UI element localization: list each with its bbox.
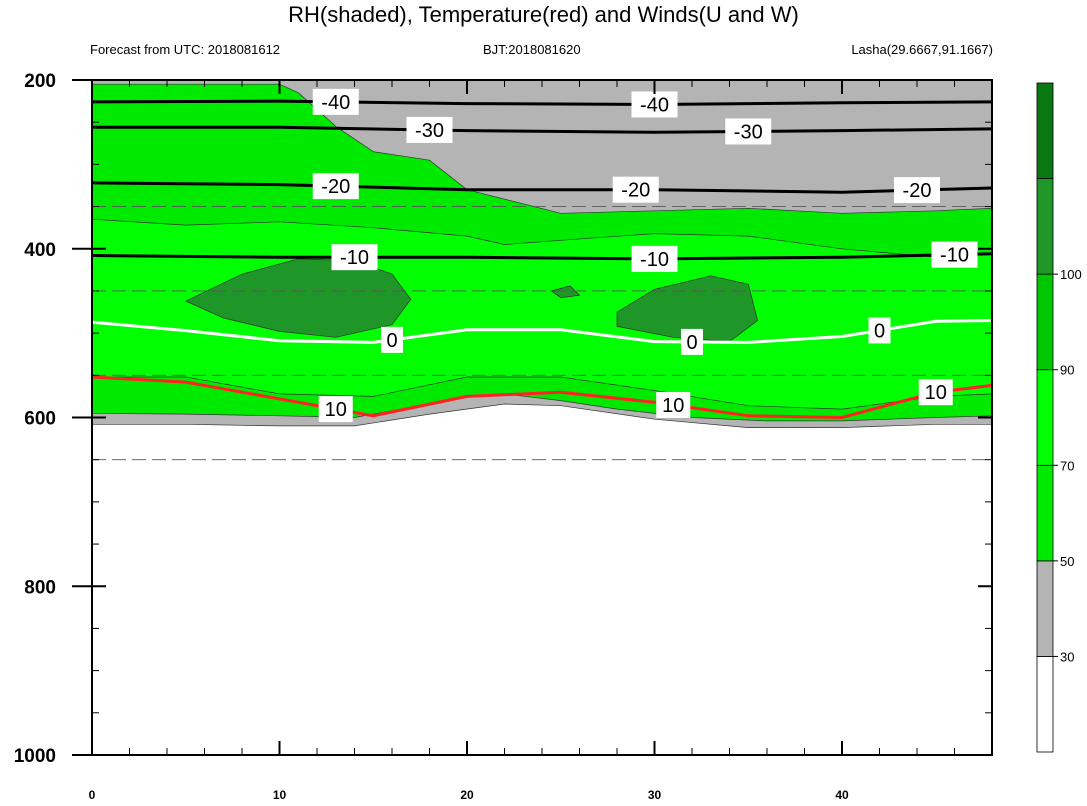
isotherm-label-box: [868, 317, 891, 344]
isotherm-label: -10: [340, 247, 369, 269]
isotherm-label-box: [656, 392, 691, 419]
isotherm-label-box: [381, 326, 403, 353]
x-tick-label: 40: [835, 788, 849, 802]
isotherm-label-box: [918, 379, 953, 406]
colorbar-label: 90: [1060, 363, 1074, 378]
isotherm-label: -30: [415, 120, 444, 142]
isotherm-label: 10: [925, 382, 947, 404]
isotherm-label-box: [406, 116, 453, 143]
colorbar-bin: [1036, 273, 1054, 371]
x-tick-label: 30: [648, 788, 662, 802]
isotherm-label-box: [318, 396, 353, 423]
y-tick-label: 800: [24, 577, 56, 598]
isotherm-label-box: [612, 176, 659, 203]
isotherm-label-box: [894, 177, 940, 204]
colorbar-label: 70: [1060, 458, 1074, 473]
colorbar-label: 50: [1060, 554, 1074, 569]
colorbar-bin: [1036, 656, 1054, 753]
x-tick-label: 0: [89, 788, 96, 802]
colorbar-bin: [1036, 178, 1054, 275]
bjt-time-label: BJT:2018081620: [483, 42, 581, 57]
isotherm-label: 10: [662, 395, 684, 417]
x-tick-label: 20: [460, 788, 474, 802]
isotherm-label-box: [312, 88, 359, 115]
isotherm-label: 0: [686, 332, 697, 354]
colorbar-label: 30: [1060, 649, 1074, 664]
y-tick-label: 1000: [14, 746, 56, 767]
isotherm-label: 0: [874, 320, 885, 342]
isotherm-label-box: [725, 118, 772, 145]
isotherm--20: [91, 181, 993, 194]
isotherm-label: -20: [621, 180, 650, 202]
isotherm-label: -40: [321, 92, 350, 114]
isotherm-label: 0: [386, 330, 397, 352]
isotherm-label: -20: [903, 180, 932, 202]
colorbar-bin: [1036, 560, 1054, 657]
isotherm-label-box: [631, 245, 678, 272]
isotherm-label: -30: [734, 121, 763, 143]
forecast-time-label: Forecast from UTC: 2018081612: [90, 42, 281, 57]
colorbar-bin: [1036, 82, 1054, 179]
isotherm-label-box: [631, 91, 678, 118]
isotherm-label: -10: [940, 245, 969, 267]
isotherm-label: -40: [640, 94, 669, 116]
isotherm-label: 10: [325, 399, 347, 421]
rh-region-saturated-left: [184, 258, 412, 338]
x-tick-label: 10: [273, 788, 287, 802]
rh-region-saturated-small: [550, 285, 581, 299]
isotherm-label-box: [312, 173, 359, 200]
colorbar-label: 100: [1060, 267, 1082, 282]
isotherm-label-box: [931, 241, 978, 268]
isotherm-label-box: [681, 328, 703, 355]
isotherm-label-box: [331, 244, 378, 271]
isotherm-10: [91, 375, 993, 420]
station-label: Lasha(29.6667,91.1667): [851, 42, 993, 57]
y-tick-label: 200: [24, 71, 56, 92]
isotherm--10: [91, 252, 993, 261]
y-tick-label: 600: [24, 409, 56, 430]
colorbar-bin: [1036, 464, 1054, 562]
isotherm-label: -10: [640, 249, 669, 271]
isotherm--40: [91, 99, 993, 107]
chart-title: RH(shaded), Temperature(red) and Winds(U…: [288, 2, 799, 27]
isotherm-label: -20: [321, 176, 350, 198]
rh-region-saturated-mid: [616, 275, 758, 342]
isotherm--30: [92, 125, 993, 134]
colorbar-bin: [1036, 369, 1054, 466]
y-tick-label: 400: [24, 240, 56, 261]
